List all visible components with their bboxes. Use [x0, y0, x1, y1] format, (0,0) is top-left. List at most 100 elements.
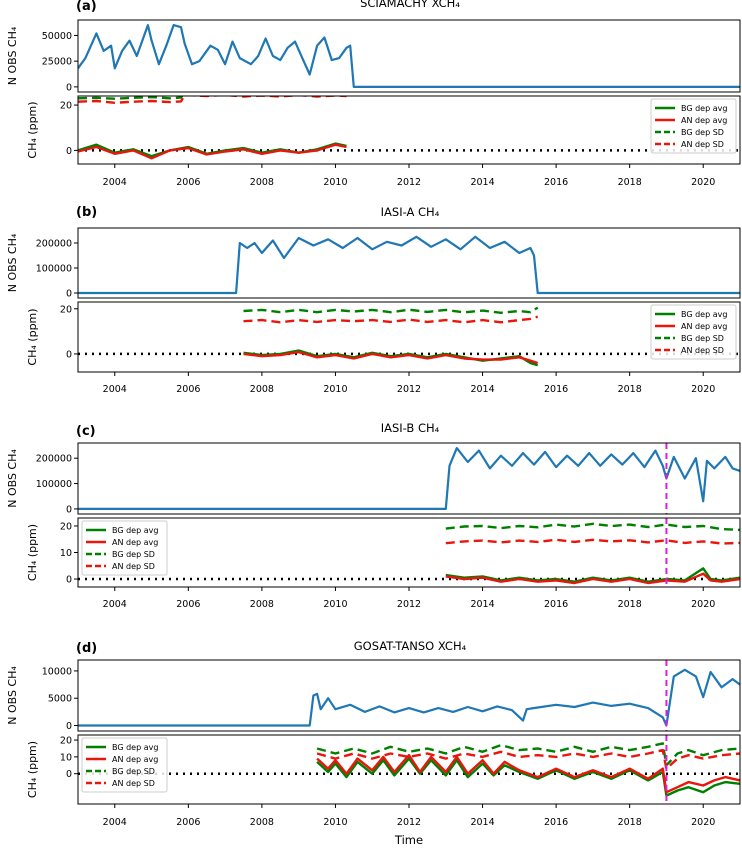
legend: BG dep avg AN dep avg BG dep SD AN dep SD [650, 304, 737, 360]
y-tick-label: 0 [66, 721, 72, 732]
y-axis-label: N OBS CH₄ [6, 233, 19, 292]
series-line-bg-dep-avg [445, 567, 740, 583]
x-tick-label: 2018 [618, 384, 642, 395]
x-tick-label: 2020 [691, 177, 715, 188]
series-line-bg-dep-sd [78, 96, 184, 100]
x-tick-label: 2004 [103, 177, 127, 188]
x-tick-label: 2018 [618, 599, 642, 610]
x-tick-label: 2016 [544, 599, 568, 610]
x-tick-label: 2020 [691, 599, 715, 610]
x-tick-label: 2006 [176, 599, 200, 610]
y-tick-label: 0 [66, 349, 72, 360]
y-tick-label: 0 [66, 575, 72, 586]
y-axis-label: N OBS CH₄ [6, 26, 19, 85]
axes-frame [77, 659, 741, 732]
y-tick-label: 20 [60, 736, 72, 747]
series-line-an-dep-sd [316, 748, 740, 770]
legend-label: BG dep avg [112, 526, 158, 535]
legend-label: AN dep avg [681, 116, 727, 125]
panel-label: (d) [76, 641, 97, 656]
axes-frame [77, 95, 741, 165]
axes-frame [77, 301, 741, 373]
y-tick-label: 0 [66, 146, 72, 157]
x-tick-label: 2014 [470, 177, 494, 188]
x-tick-label: 2008 [250, 384, 274, 395]
legend: BG dep avg AN dep avg BG dep SD AN dep SD [81, 737, 168, 793]
panel-title: GOSAT-TANSO XCH₄ [354, 639, 467, 653]
y-axis-label: N OBS CH₄ [6, 449, 19, 508]
legend-label: AN dep avg [112, 755, 158, 764]
series-line-an-dep-avg [316, 754, 740, 794]
axes-frame [77, 227, 741, 299]
series-line-an-dep-sd [445, 538, 740, 545]
series-line-bg-dep-avg [316, 757, 740, 797]
nobs-line [78, 668, 740, 727]
chart-panel-2: (b) IASI-A CH₄ 0 100000 200000 N OBS CH₄ 0 20 CH… [6, 205, 741, 395]
y-axis-label: CH₄ (ppm) [26, 101, 39, 158]
x-tick-label: 2012 [397, 599, 421, 610]
y-axis-label: CH₄ (ppm) [26, 308, 39, 365]
x-tick-label: 2004 [103, 817, 127, 828]
y-axis-label: N OBS CH₄ [6, 666, 19, 725]
y-tick-label: 100000 [36, 479, 72, 490]
x-axis-label: Time [394, 833, 423, 847]
y-tick-label: 0 [66, 82, 72, 93]
legend-label: BG dep avg [681, 310, 727, 319]
nobs-line [78, 24, 740, 89]
x-tick-label: 2014 [470, 384, 494, 395]
y-axis-label: CH₄ (ppm) [26, 524, 39, 581]
series-line-bg-dep-sd [445, 522, 740, 532]
y-tick-label: 20 [60, 101, 72, 112]
y-tick-label: 20 [60, 304, 72, 315]
x-tick-label: 2012 [397, 177, 421, 188]
departure-axes: 0 10 20 CH₄ (ppm) 2004 2006 2008 2010 2012 2014 20… [26, 734, 741, 828]
series-line-an-dep-avg [243, 350, 539, 365]
nobs-axes: 0 100000 200000 N OBS CH₄ [6, 227, 741, 300]
nobs-axes: 0 25000 50000 N OBS CH₄ [6, 19, 741, 93]
axes-frame [77, 517, 741, 588]
x-tick-label: 2016 [544, 817, 568, 828]
x-tick-label: 2018 [618, 817, 642, 828]
y-tick-label: 100000 [36, 264, 72, 275]
panel-label: (c) [76, 424, 96, 439]
axes-frame [77, 442, 741, 515]
series-line-an-dep-sd [243, 315, 539, 324]
legend-box [650, 98, 737, 154]
series-line-an-dep-sd [78, 96, 347, 105]
departure-axes: 0 20 CH₄ (ppm) 2004 2006 2008 2010 2012 2014 2016… [26, 301, 741, 395]
legend-label: BG dep SD [112, 550, 155, 559]
legend-label: AN dep SD [681, 140, 724, 149]
y-tick-label: 0 [66, 504, 72, 515]
x-tick-label: 2008 [250, 177, 274, 188]
x-tick-label: 2010 [323, 384, 347, 395]
departure-axes: 0 10 20 CH₄ (ppm) 2004 2006 2008 2010 2012 2014 20… [26, 517, 741, 610]
y-tick-label: 10 [60, 752, 72, 763]
legend-box [650, 304, 737, 360]
y-axis-label: CH₄ (ppm) [26, 741, 39, 798]
x-tick-label: 2014 [470, 599, 494, 610]
x-tick-label: 2010 [323, 599, 347, 610]
legend-label: BG dep avg [681, 104, 727, 113]
panel-title: SCIAMACHY XCH₄ [360, 0, 460, 10]
nobs-line [78, 447, 740, 510]
nobs-axes: 0 100000 200000 N OBS CH₄ [6, 442, 741, 515]
y-tick-label: 25000 [42, 57, 72, 68]
x-tick-label: 2008 [250, 817, 274, 828]
y-tick-label: 0 [66, 769, 72, 780]
x-tick-label: 2006 [176, 177, 200, 188]
nobs-axes: 0 5000 10000 N OBS CH₄ [6, 659, 741, 732]
legend: BG dep avg AN dep avg BG dep SD AN dep SD [650, 98, 737, 154]
series-line-bg-dep-sd [316, 742, 740, 767]
x-tick-label: 2020 [691, 384, 715, 395]
chart-panel-4: (d) GOSAT-TANSO XCH₄ 0 5000 10000 N OBS CH₄ 0 1… [6, 639, 741, 828]
panel-title: IASI-B CH₄ [381, 421, 440, 435]
legend-label: BG dep avg [112, 743, 158, 752]
legend-label: AN dep avg [681, 322, 727, 331]
legend-label: BG dep SD [681, 128, 724, 137]
x-tick-label: 2004 [103, 384, 127, 395]
x-tick-label: 2008 [250, 599, 274, 610]
legend-label: BG dep SD [112, 767, 155, 776]
axes-frame [77, 19, 741, 93]
x-tick-label: 2010 [323, 177, 347, 188]
y-tick-label: 200000 [36, 454, 72, 465]
